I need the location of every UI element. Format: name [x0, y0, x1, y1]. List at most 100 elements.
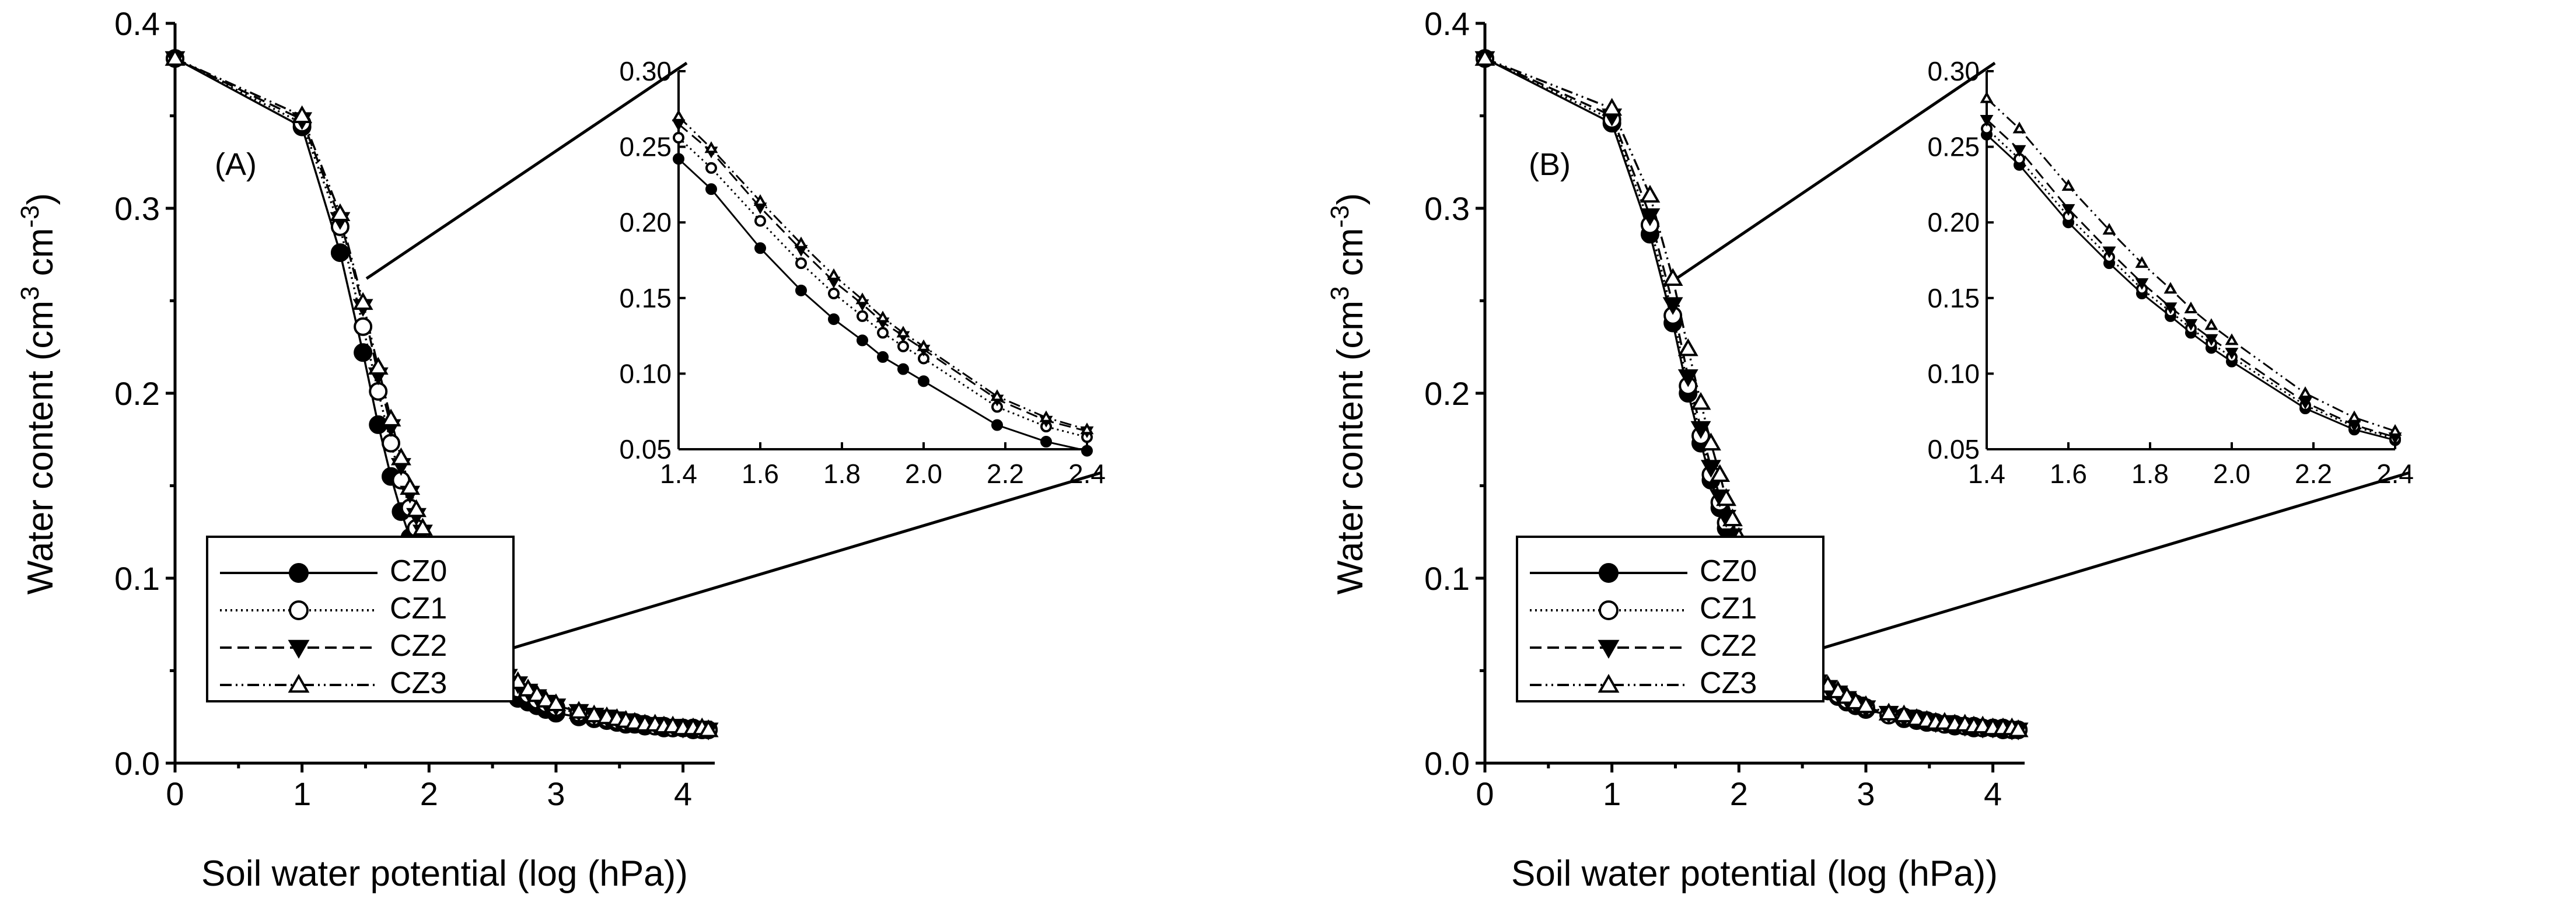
y-axis-label-end: ): [1330, 193, 1371, 205]
inset-x-tick-label: 2.0: [2213, 459, 2250, 489]
data-point-cz3: [2008, 719, 2029, 737]
legend-label-cz3: CZ3: [390, 666, 447, 700]
inset-axes: 1.4 1.6 1.8 2.0 2.2 2.40.050.100.150.200.250.…: [619, 56, 1106, 489]
inset-y-tick-label: 0.30: [619, 56, 672, 86]
zoom-connector-lower: [498, 471, 1102, 654]
inset-data-point-cz1: [877, 327, 889, 339]
inset-data-point-cz3: [827, 268, 841, 280]
inset-data-point-cz2: [2012, 145, 2026, 157]
data-point-cz3: [1474, 48, 1495, 66]
inset-x-tick-label: 1.8: [823, 459, 861, 489]
x-tick-label: 2: [420, 775, 438, 812]
data-point-cz3: [1640, 184, 1661, 203]
y-tick-label: 0.3: [1424, 190, 1470, 227]
x-tick-label: 3: [1857, 775, 1875, 812]
inset-data-point-cz3: [896, 326, 910, 338]
x-tick-label: 0: [166, 775, 184, 812]
inset-x-tick-label: 1.4: [660, 459, 697, 489]
inset-background: [679, 71, 1087, 449]
legend-marker-cz2: [288, 639, 310, 659]
inset-data-point-cz3: [2184, 301, 2198, 313]
inset-data-point-cz2: [2184, 319, 2198, 331]
inset-series-line-cz2: [678, 123, 1088, 432]
inset-data-point-cz3: [876, 310, 890, 323]
data-point-cz1: [369, 382, 388, 401]
legend-label-cz0: CZ0: [1700, 554, 1757, 588]
inset-y-tick-label: 0.30: [1927, 56, 1980, 86]
inset-data-point-cz3: [2388, 424, 2402, 436]
inset-data-point-cz0: [897, 363, 909, 375]
inset-series-line-cz3: [1986, 97, 2396, 432]
inset-data-point-cz0: [1081, 445, 1093, 457]
inset-data-point-cz2: [1980, 114, 1994, 127]
y-tick-label: 0.2: [1424, 375, 1470, 412]
legend: CZ0 CZ1 CZ2 CZ3: [1516, 536, 1824, 702]
data-point-cz3: [352, 292, 373, 310]
inset-data-point-cz1: [857, 310, 868, 322]
inset-y-tick-label: 0.10: [1927, 358, 1980, 389]
y-axis-label-main: Water content (cm: [20, 300, 61, 595]
inset-data-point-cz3: [672, 109, 686, 121]
inset-data-point-cz2: [2163, 302, 2177, 314]
y-axis-label-mid: cm: [20, 228, 61, 286]
inset-data-point-cz3: [1980, 91, 1994, 103]
data-point-cz3: [1827, 680, 1848, 698]
inset-data-point-cz0: [857, 334, 868, 347]
inset-x-tick-label: 1.6: [742, 459, 779, 489]
data-point-cz2: [1690, 421, 1711, 439]
y-tick-label: 0.4: [1424, 5, 1470, 42]
data-point-cz3: [698, 719, 719, 737]
inset-y-tick-label: 0.25: [1927, 132, 1980, 162]
inset-data-point-cz3: [2298, 386, 2312, 398]
data-point-cz2: [1677, 369, 1698, 387]
inset-y-tick-label: 0.20: [619, 207, 672, 237]
legend-marker-cz3: [288, 673, 310, 693]
data-point-cz3: [1722, 508, 1743, 527]
data-point-cz3: [583, 704, 604, 723]
panel-label: (B): [1529, 147, 1571, 182]
inset-data-point-cz0: [828, 313, 840, 326]
ticks: 0 1 2 3 4 0.0 0.1 0.2 0.3 0.4: [114, 5, 692, 812]
data-point-cz2: [1662, 297, 1683, 315]
data-point-cz2: [1700, 460, 1721, 478]
x-tick-label: 1: [1603, 775, 1621, 812]
inset-data-point-cz1: [795, 257, 807, 270]
inset-data-point-cz1: [897, 340, 909, 352]
inset-data-point-cz3: [855, 292, 869, 305]
inset-data-point-cz1: [705, 162, 717, 174]
y-axis-label-sup1: 3: [16, 286, 44, 300]
legend-rows: [1530, 563, 1687, 693]
inset-x-tick-label: 2.2: [2295, 459, 2332, 489]
inset-x-tick-label: 1.8: [2131, 459, 2169, 489]
legend-marker-cz1: [1599, 600, 1619, 620]
y-axis-label-sup2: -3: [16, 205, 44, 228]
y-tick-label: 0.2: [114, 375, 160, 412]
data-point-cz3: [546, 693, 567, 712]
inset-data-point-cz0: [877, 351, 889, 363]
x-axis-label: Soil water potential (log (hPa)): [201, 854, 688, 894]
inset-data-point-cz1: [828, 288, 840, 300]
inset-data-point-cz3: [990, 389, 1004, 401]
data-point-cz3: [526, 684, 547, 702]
zoom-connector-lower: [1808, 471, 2410, 654]
data-point-cz3: [412, 518, 433, 536]
chart-panel-b: 0 1 2 3 40.00.10.20.30.4 1.4 1.6 1.8 2.0 2.2 2.40…: [1326, 5, 2414, 894]
inset-data-point-cz2: [2061, 204, 2075, 216]
data-point-cz1: [382, 433, 400, 453]
y-tick-label: 0.0: [114, 745, 160, 782]
ticks: 0 1 2 3 4 0.0 0.1 0.2 0.3 0.4: [1424, 5, 2002, 812]
legend-marker-cz0: [1599, 563, 1619, 583]
data-point-cz3: [390, 447, 411, 466]
inset-x-tick-label: 1.6: [2050, 459, 2087, 489]
inset-data-point-cz2: [2225, 348, 2239, 360]
inset-data-point-cz3: [2163, 282, 2177, 294]
inset-data-point-cz1: [754, 215, 766, 227]
y-axis-label-mid: cm: [1330, 228, 1371, 286]
inset-data-point-cz2: [2204, 334, 2218, 346]
data-point-cz3: [400, 477, 421, 495]
inset-data-point-cz0: [991, 419, 1003, 431]
legend-rows: [220, 563, 378, 693]
inset-background: [1987, 71, 2395, 449]
x-axis-label: Soil water potential (log (hPa)): [1511, 854, 1998, 894]
